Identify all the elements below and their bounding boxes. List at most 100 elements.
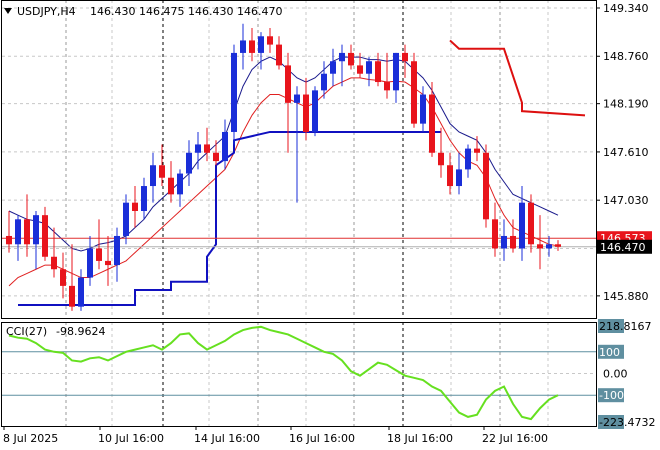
candle-body	[69, 285, 75, 307]
candle-body	[384, 82, 390, 91]
time-axis-label: 10 Jul 16:00	[98, 432, 164, 445]
axis-labels: 149.340 148.760 148.190 147.610 147.030 146.4…	[3, 2, 655, 445]
cci-axis-label: 100	[599, 346, 620, 359]
cci-level-tag	[598, 388, 624, 403]
current-price-text: 146.470	[600, 241, 646, 254]
candle-body	[24, 219, 30, 245]
cci-axis-label: 0.00	[603, 367, 628, 380]
price-axis-label: 145.880	[603, 290, 649, 303]
candle-body	[204, 144, 210, 153]
current-price-tag	[597, 239, 652, 254]
cci-indicator	[2, 325, 596, 421]
candle-body	[465, 148, 471, 170]
candle-body	[258, 36, 264, 53]
candle-body	[42, 215, 48, 257]
price-axis-label: 147.610	[603, 146, 649, 159]
candle-body	[87, 248, 93, 278]
candle-body	[438, 152, 444, 166]
candle-body	[141, 186, 147, 211]
candle-body	[429, 94, 435, 153]
candle-body	[411, 61, 417, 124]
symbol-label: USDJPY,H4	[17, 5, 76, 18]
candle-body	[267, 36, 273, 45]
cci-panel-frame	[1, 322, 597, 427]
candle-body	[51, 256, 57, 270]
candle-body	[456, 169, 462, 187]
time-axis-label: 22 Jul 16:00	[482, 432, 548, 445]
cci-level-tag	[598, 319, 624, 333]
candle-body	[510, 235, 516, 249]
candle-body	[33, 215, 39, 245]
candle-body	[546, 244, 552, 249]
candle-body	[348, 52, 354, 66]
candle-body	[447, 165, 453, 187]
candle-body	[339, 52, 345, 62]
price-axis-label: 149.340	[603, 2, 649, 15]
candle-body	[150, 165, 156, 187]
candles	[6, 23, 561, 311]
candle-body	[123, 202, 129, 236]
time-axis-label: 16 Jul 16:00	[289, 432, 355, 445]
candle-body	[519, 202, 525, 249]
candle-body	[195, 144, 201, 153]
candle-body	[177, 173, 183, 195]
cci-level-tag	[598, 415, 624, 429]
candle-body	[285, 65, 291, 103]
main-panel-frame	[1, 0, 597, 319]
moving-average-line	[8, 56, 559, 252]
price-axis-label: 148.760	[603, 50, 649, 63]
candle-body	[6, 235, 12, 245]
candle-body	[312, 90, 318, 132]
candle-body	[78, 277, 84, 307]
dropdown-triangle-icon[interactable]	[4, 8, 12, 14]
candle-body	[537, 244, 543, 249]
price-axis-label: 148.190	[603, 98, 649, 111]
cci-axis-label: -100	[599, 389, 624, 402]
candle-body	[357, 65, 363, 74]
ohlc-label: 146.430 146.475 146.430 146.470	[90, 5, 282, 18]
candle-body	[474, 148, 480, 153]
cci-axis-label: 218.8167	[599, 320, 652, 333]
time-axis-label: 8 Jul 2025	[3, 432, 58, 445]
candle-body	[132, 202, 138, 211]
candle-body	[105, 260, 111, 266]
candle-body	[492, 219, 498, 249]
cci-value-label: -98.9624	[56, 325, 105, 338]
cci-line	[8, 325, 559, 421]
candle-body	[528, 202, 534, 245]
price-axis-label: 147.030	[603, 194, 649, 207]
candle-body	[402, 52, 408, 62]
candle-body	[393, 52, 399, 91]
cci-header: CCI(27) -98.9624	[6, 325, 105, 338]
time-axis-label: 14 Jul 16:00	[194, 432, 260, 445]
candle-body	[555, 244, 561, 247]
candle-body	[276, 44, 282, 66]
candle-body	[186, 152, 192, 174]
cci-label: CCI(27)	[6, 325, 47, 338]
candle-body	[249, 40, 255, 53]
trailing-stop-line	[449, 39, 586, 117]
candle-body	[366, 61, 372, 74]
time-axis-label: 18 Jul 16:00	[387, 432, 453, 445]
cci-axis-label: -223.4732	[599, 416, 655, 429]
candle-body	[501, 235, 507, 249]
candle-body	[321, 73, 327, 91]
candle-body	[483, 152, 489, 220]
symbol-header: USDJPY,H4 146.430 146.475 146.430 146.47…	[4, 5, 282, 18]
candle-body	[168, 177, 174, 195]
candle-body	[114, 235, 120, 266]
candle-body	[222, 131, 228, 162]
candle-body	[231, 52, 237, 132]
candle-body	[303, 94, 309, 132]
candle-body	[60, 269, 66, 286]
cci-level-tag	[598, 344, 624, 359]
candle-body	[294, 94, 300, 103]
candle-body	[159, 165, 165, 178]
candle-body	[330, 61, 336, 74]
candle-body	[213, 152, 219, 162]
candle-body	[15, 219, 21, 245]
candle-body	[96, 248, 102, 261]
